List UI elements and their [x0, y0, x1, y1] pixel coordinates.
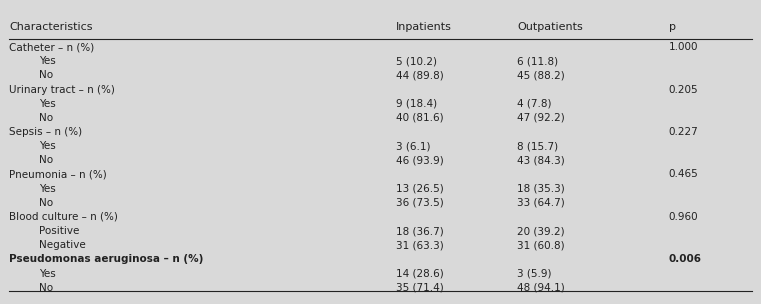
Text: Yes: Yes	[40, 268, 56, 278]
Text: 31 (63.3): 31 (63.3)	[396, 240, 444, 250]
Text: 5 (10.2): 5 (10.2)	[396, 56, 437, 66]
Text: 4 (7.8): 4 (7.8)	[517, 99, 552, 109]
Text: 3 (5.9): 3 (5.9)	[517, 268, 552, 278]
Text: Characteristics: Characteristics	[9, 22, 93, 33]
Text: Yes: Yes	[40, 56, 56, 66]
Text: 14 (28.6): 14 (28.6)	[396, 268, 444, 278]
Text: 13 (26.5): 13 (26.5)	[396, 184, 444, 194]
Text: No: No	[40, 198, 53, 208]
Text: 1.000: 1.000	[669, 42, 698, 52]
Text: 36 (73.5): 36 (73.5)	[396, 198, 444, 208]
Text: 33 (64.7): 33 (64.7)	[517, 198, 565, 208]
Text: 31 (60.8): 31 (60.8)	[517, 240, 565, 250]
Text: Inpatients: Inpatients	[396, 22, 451, 33]
Text: 0.960: 0.960	[669, 212, 699, 222]
Text: 48 (94.1): 48 (94.1)	[517, 283, 565, 293]
Text: Outpatients: Outpatients	[517, 22, 583, 33]
Text: 44 (89.8): 44 (89.8)	[396, 70, 444, 80]
Text: 18 (36.7): 18 (36.7)	[396, 226, 444, 236]
Text: 45 (88.2): 45 (88.2)	[517, 70, 565, 80]
Text: Yes: Yes	[40, 99, 56, 109]
Text: Blood culture – n (%): Blood culture – n (%)	[9, 212, 118, 222]
Text: Negative: Negative	[40, 240, 86, 250]
Text: 43 (84.3): 43 (84.3)	[517, 155, 565, 165]
Text: 18 (35.3): 18 (35.3)	[517, 184, 565, 194]
Text: Yes: Yes	[40, 141, 56, 151]
Text: 8 (15.7): 8 (15.7)	[517, 141, 558, 151]
Text: Urinary tract – n (%): Urinary tract – n (%)	[9, 85, 115, 95]
Text: 0.465: 0.465	[669, 169, 699, 179]
Text: Yes: Yes	[40, 184, 56, 194]
Text: Pneumonia – n (%): Pneumonia – n (%)	[9, 169, 107, 179]
Text: 9 (18.4): 9 (18.4)	[396, 99, 437, 109]
Text: 47 (92.2): 47 (92.2)	[517, 113, 565, 123]
Text: 6 (11.8): 6 (11.8)	[517, 56, 558, 66]
Text: Pseudomonas aeruginosa – n (%): Pseudomonas aeruginosa – n (%)	[9, 254, 203, 264]
Text: 20 (39.2): 20 (39.2)	[517, 226, 565, 236]
Text: Positive: Positive	[40, 226, 80, 236]
Text: Catheter – n (%): Catheter – n (%)	[9, 42, 94, 52]
Text: 0.227: 0.227	[669, 127, 699, 137]
Text: No: No	[40, 283, 53, 293]
Text: No: No	[40, 70, 53, 80]
Text: No: No	[40, 113, 53, 123]
Text: 0.205: 0.205	[669, 85, 699, 95]
Text: 40 (81.6): 40 (81.6)	[396, 113, 444, 123]
Text: 35 (71.4): 35 (71.4)	[396, 283, 444, 293]
Text: 46 (93.9): 46 (93.9)	[396, 155, 444, 165]
Text: p: p	[669, 22, 676, 33]
Text: 3 (6.1): 3 (6.1)	[396, 141, 430, 151]
Text: 0.006: 0.006	[669, 254, 702, 264]
Text: No: No	[40, 155, 53, 165]
Text: Sepsis – n (%): Sepsis – n (%)	[9, 127, 82, 137]
